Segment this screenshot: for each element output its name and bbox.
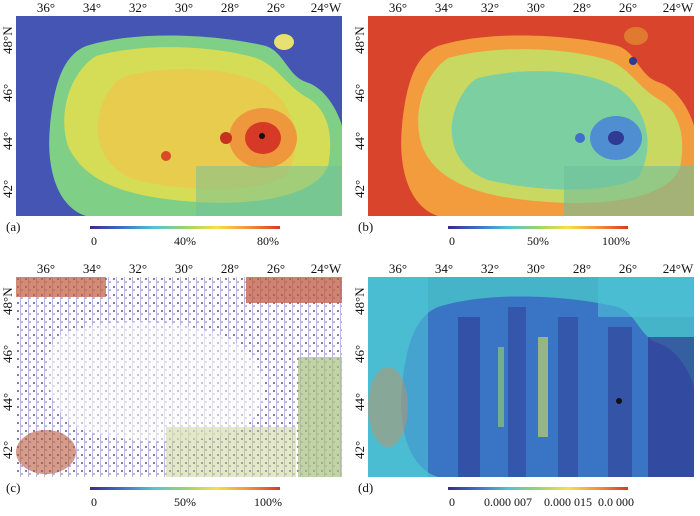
longitude-tick-label: 30° [526, 261, 546, 276]
longitude-tick-label: 26° [618, 0, 638, 15]
longitude-ticks: 36° 34° 32° 30° 28° 26° 24°W [30, 261, 342, 277]
latitude-ticks: 48°N 46° 44° 42° [0, 16, 16, 216]
longitude-tick-label: 30° [526, 0, 546, 15]
colorbar-ticks: 0 50% 100% [448, 234, 630, 250]
latitude-tick-label: 42° [352, 440, 367, 459]
panel-label: (a) [6, 219, 21, 234]
colorbar-tick-label: 50% [527, 234, 549, 248]
abundance-map-d [368, 277, 694, 477]
longitude-tick-label: 26° [266, 0, 286, 15]
colorbar [90, 487, 280, 490]
longitude-tick-label: 36° [36, 261, 56, 276]
colorbar-tick-label: 100% [254, 495, 282, 509]
colorbar-tick-label: 0 [449, 234, 455, 248]
map-panel-c: 36° 34° 32° 30° 28° 26° 24°W 48°N 46° 44° 42° (c)… [0, 261, 345, 516]
longitude-tick-label: 32° [480, 261, 500, 276]
longitude-tick-label: 24°W [662, 261, 694, 276]
longitude-tick-label: 32° [128, 261, 148, 276]
abundance-map-c [16, 277, 342, 477]
longitude-tick-label: 32° [128, 0, 148, 15]
longitude-ticks: 36° 34° 32° 30° 28° 26° 24°W [30, 0, 342, 16]
latitude-tick-label: 42° [352, 179, 367, 198]
longitude-tick-label: 34° [434, 261, 454, 276]
latitude-tick-label: 46° [0, 83, 15, 102]
latitude-tick-label: 42° [0, 179, 15, 198]
latitude-tick-label: 48°N [352, 287, 367, 315]
longitude-tick-label: 30° [174, 0, 194, 15]
latitude-tick-label: 42° [0, 440, 15, 459]
longitude-tick-label: 34° [434, 0, 454, 15]
longitude-tick-label: 36° [388, 261, 408, 276]
colorbar-tick-label: 40% [174, 234, 196, 248]
latitude-ticks: 48°N 46° 44° 42° [0, 277, 16, 477]
colorbar-tick-label: 0 [91, 234, 97, 248]
latitude-tick-label: 48°N [352, 26, 367, 54]
longitude-tick-label: 28° [572, 261, 592, 276]
longitude-tick-label: 30° [174, 261, 194, 276]
colorbar-tick-label: 50% [174, 495, 196, 509]
longitude-tick-label: 24°W [662, 0, 694, 15]
latitude-tick-label: 44° [352, 392, 367, 411]
latitude-tick-label: 46° [352, 344, 367, 363]
map-panel-b: 36° 34° 32° 30° 28° 26° 24°W 48°N 46° 44° 42° (b)… [352, 0, 697, 255]
colorbar-ticks: 0 50% 100% [90, 495, 282, 511]
longitude-tick-label: 34° [82, 261, 102, 276]
colorbar-tick-label: 0 [449, 495, 455, 509]
longitude-ticks: 36° 34° 32° 30° 28° 26° 24°W [382, 0, 694, 16]
longitude-tick-label: 36° [388, 0, 408, 15]
longitude-tick-label: 24°W [310, 261, 342, 276]
colorbar-tick-label: 0 [91, 495, 97, 509]
latitude-ticks: 48°N 46° 44° 42° [352, 16, 368, 216]
latitude-tick-label: 46° [0, 344, 15, 363]
colorbar [90, 226, 280, 229]
longitude-tick-label: 28° [220, 261, 240, 276]
latitude-tick-label: 44° [352, 131, 367, 150]
longitude-tick-label: 26° [618, 261, 638, 276]
latitude-tick-label: 48°N [0, 287, 15, 315]
longitude-tick-label: 32° [480, 0, 500, 15]
longitude-ticks: 36° 34° 32° 30° 28° 26° 24°W [382, 261, 694, 277]
longitude-tick-label: 28° [572, 0, 592, 15]
panel-label: (b) [358, 219, 374, 234]
colorbar-tick-label: 0.000 007 [484, 495, 532, 509]
longitude-tick-label: 26° [266, 261, 286, 276]
colorbar-tick-label: 100% [602, 234, 630, 248]
longitude-tick-label: 36° [36, 0, 56, 15]
colorbar-tick-label: 0.0 000 [598, 495, 634, 509]
colorbar [448, 487, 628, 490]
panel-label: (d) [358, 480, 374, 495]
latitude-tick-label: 44° [0, 131, 15, 150]
longitude-tick-label: 28° [220, 0, 240, 15]
colorbar-ticks: 0 40% 80% [90, 234, 280, 250]
panel-label: (c) [6, 480, 21, 495]
latitude-tick-label: 46° [352, 83, 367, 102]
abundance-map-a [16, 16, 342, 216]
longitude-tick-label: 34° [82, 0, 102, 15]
abundance-map-b [368, 16, 694, 216]
latitude-ticks: 48°N 46° 44° 42° [352, 277, 368, 477]
colorbar-tick-label: 80% [257, 234, 279, 248]
map-panel-d: 36° 34° 32° 30° 28° 26° 24°W 48°N 46° 44° 42° (d)… [352, 261, 697, 516]
latitude-tick-label: 48°N [0, 26, 15, 54]
colorbar-tick-label: 0.000 015 [544, 495, 592, 509]
colorbar [448, 226, 628, 229]
latitude-tick-label: 44° [0, 392, 15, 411]
colorbar-ticks: 0 0.000 007 0.000 015 0.0 000 [448, 495, 634, 511]
map-panel-a: 36° 34° 32° 30° 28° 26° 24°W 48°N 46° 44° 42° (a)… [0, 0, 345, 255]
longitude-tick-label: 24°W [310, 0, 342, 15]
